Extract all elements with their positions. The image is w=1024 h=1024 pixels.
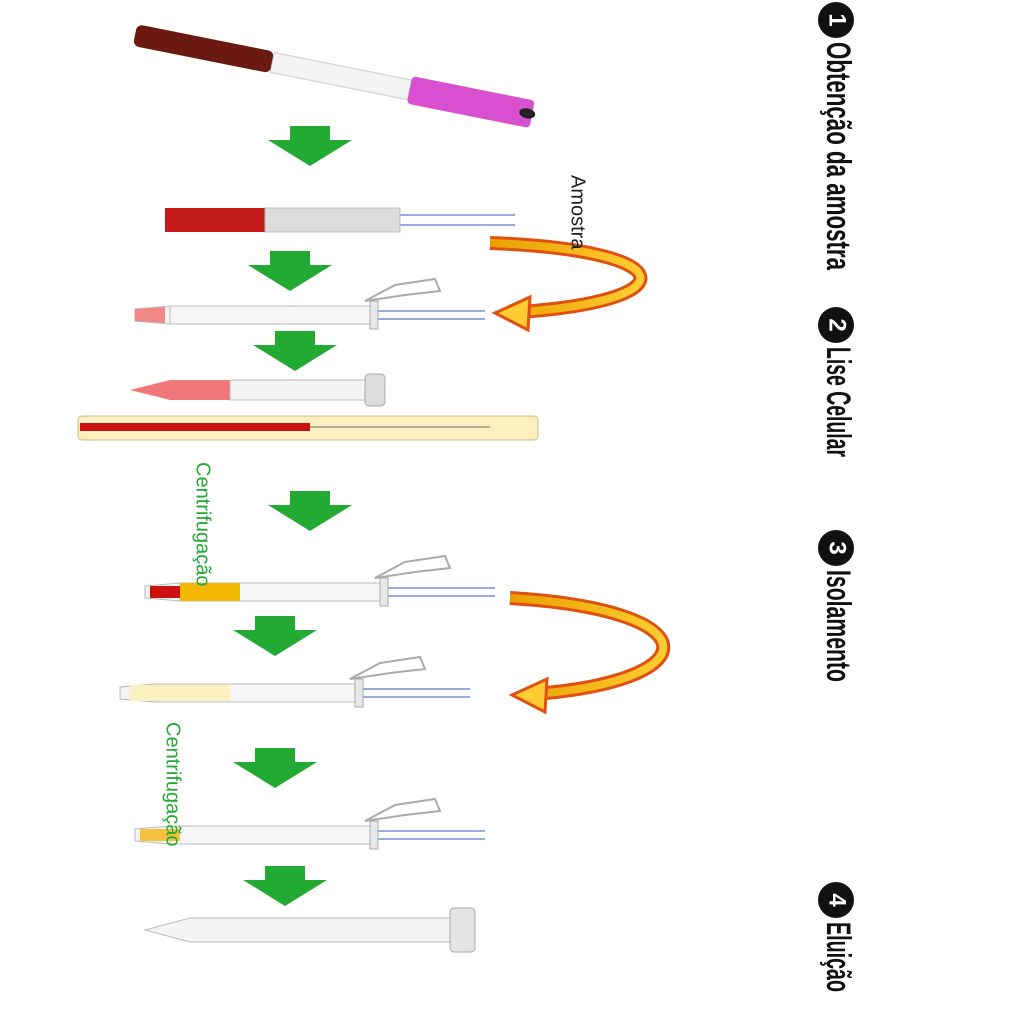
- column: [144, 555, 496, 607]
- step-badge: [818, 307, 854, 343]
- curved-arrow: [489, 236, 648, 319]
- column: [134, 798, 486, 850]
- green-arrow: [233, 616, 317, 656]
- step-number: 4: [824, 893, 851, 907]
- step-number: 3: [824, 541, 851, 554]
- step-number: 2: [824, 318, 851, 331]
- step-label: Isolamento: [819, 570, 857, 682]
- green-arrow: [253, 331, 337, 371]
- column: [134, 278, 486, 330]
- curved-arrow: [509, 594, 668, 698]
- green-arrow: [233, 748, 317, 788]
- step-label: Obtenção da amostra: [819, 42, 857, 271]
- heat-block: [77, 415, 539, 441]
- green-arrow: [243, 866, 327, 906]
- step-label: Lise Celular: [819, 347, 857, 457]
- arrow-head: [491, 294, 532, 333]
- blood-tube: [133, 25, 536, 128]
- green-arrow: [268, 491, 352, 531]
- centrifugation-label: Centrifugação: [192, 462, 214, 587]
- step-label: Eluição: [819, 922, 857, 992]
- arrow-head: [508, 676, 549, 715]
- green-arrow: [268, 126, 352, 166]
- sample-label: Amostra: [567, 175, 589, 250]
- step-badge: [818, 2, 854, 38]
- curved-arrow: [509, 591, 671, 701]
- syringe: [165, 207, 515, 233]
- step-number: 1: [824, 13, 851, 26]
- column: [119, 656, 471, 708]
- final-tube: [143, 907, 476, 953]
- centrifugation-label: Centrifugação: [162, 722, 184, 847]
- green-arrow: [248, 251, 332, 291]
- step-badge: [818, 882, 854, 918]
- curved-arrow: [489, 239, 645, 316]
- tube: [130, 373, 386, 407]
- step-badge: [818, 530, 854, 566]
